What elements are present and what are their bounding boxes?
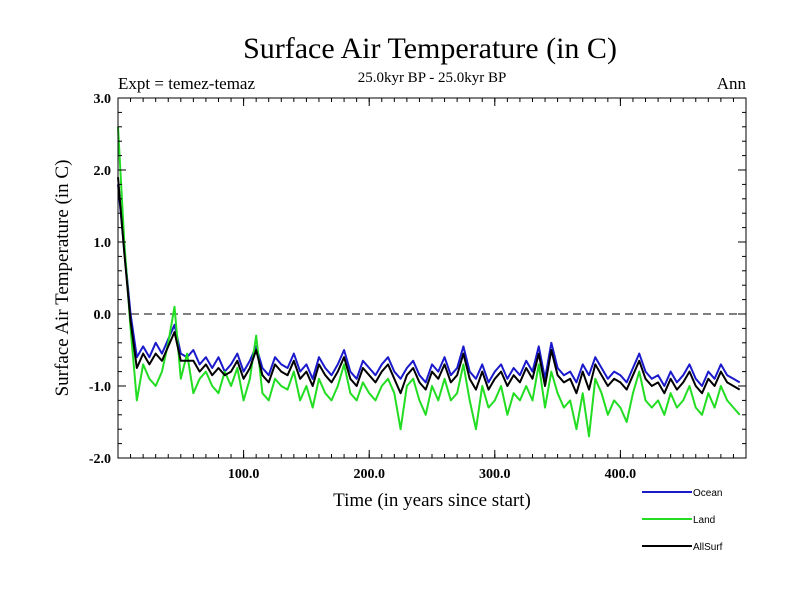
experiment-label: Expt = temez-temaz xyxy=(118,74,255,93)
plot-frame xyxy=(117,97,747,459)
legend-label-allsurf: AllSurf xyxy=(693,542,723,553)
chart-subtitle: 25.0kyr BP - 25.0kyr BP xyxy=(358,70,507,86)
y-tick-label: 0.0 xyxy=(94,308,112,323)
y-tick-label: -2.0 xyxy=(89,452,111,467)
legend-label-ocean: Ocean xyxy=(693,488,722,499)
series-line-land xyxy=(117,126,741,438)
x-tick-label: 200.0 xyxy=(353,467,385,482)
legend-label-land: Land xyxy=(693,515,715,526)
y-tick-label: 1.0 xyxy=(94,236,112,251)
series-line-ocean xyxy=(117,184,741,387)
x-axis-label: Time (in years since start) xyxy=(333,490,531,511)
legend: Ocean Land AllSurf xyxy=(642,488,723,553)
x-tick-label: 100.0 xyxy=(228,467,260,482)
y-tick-label: -1.0 xyxy=(89,380,111,395)
y-tick-label: 2.0 xyxy=(94,164,112,179)
series-line-allsurf xyxy=(117,177,741,395)
period-label: Ann xyxy=(717,74,747,93)
y-axis-label: Surface Air Temperature (in C) xyxy=(52,160,73,397)
x-tick-label: 400.0 xyxy=(605,467,637,482)
x-tick-label: 300.0 xyxy=(479,467,511,482)
plot-area: 3.0 2.0 1.0 0.0 -1.0 -2.0 100.0 200.0 300.0 400.0 xyxy=(89,92,747,482)
y-tick-label: 3.0 xyxy=(94,92,112,107)
chart-title: Surface Air Temperature (in C) xyxy=(243,32,617,65)
